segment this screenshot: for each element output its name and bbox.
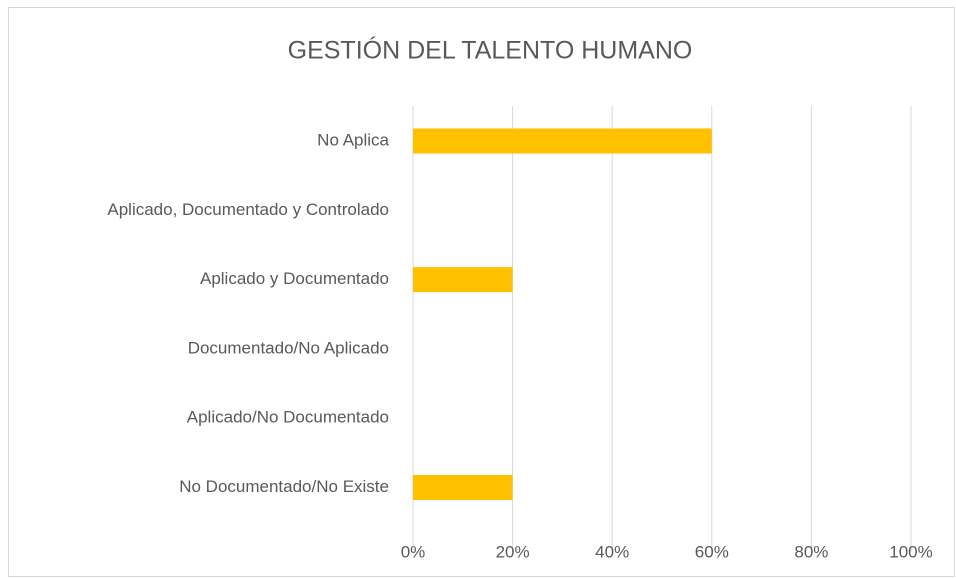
bar — [413, 267, 513, 293]
bar — [413, 128, 712, 154]
y-tick-label: Aplicado/No Documentado — [187, 408, 389, 427]
x-tick-label: 60% — [695, 542, 729, 561]
x-tick-label: 40% — [595, 542, 629, 561]
y-tick-label: Aplicado, Documentado y Controlado — [107, 200, 389, 219]
y-tick-label: No Aplica — [317, 130, 389, 149]
bar — [413, 475, 513, 500]
x-tick-label: 80% — [794, 542, 828, 561]
x-tick-label: 0% — [401, 542, 426, 561]
x-tick-label: 100% — [889, 542, 932, 561]
x-tick-label: 20% — [496, 542, 530, 561]
y-tick-label: Aplicado y Documentado — [200, 269, 389, 288]
y-tick-label: Documentado/No Aplicado — [188, 338, 389, 357]
chart-title: GESTIÓN DEL TALENTO HUMANO — [288, 36, 693, 65]
y-tick-label: No Documentado/No Existe — [179, 477, 389, 496]
